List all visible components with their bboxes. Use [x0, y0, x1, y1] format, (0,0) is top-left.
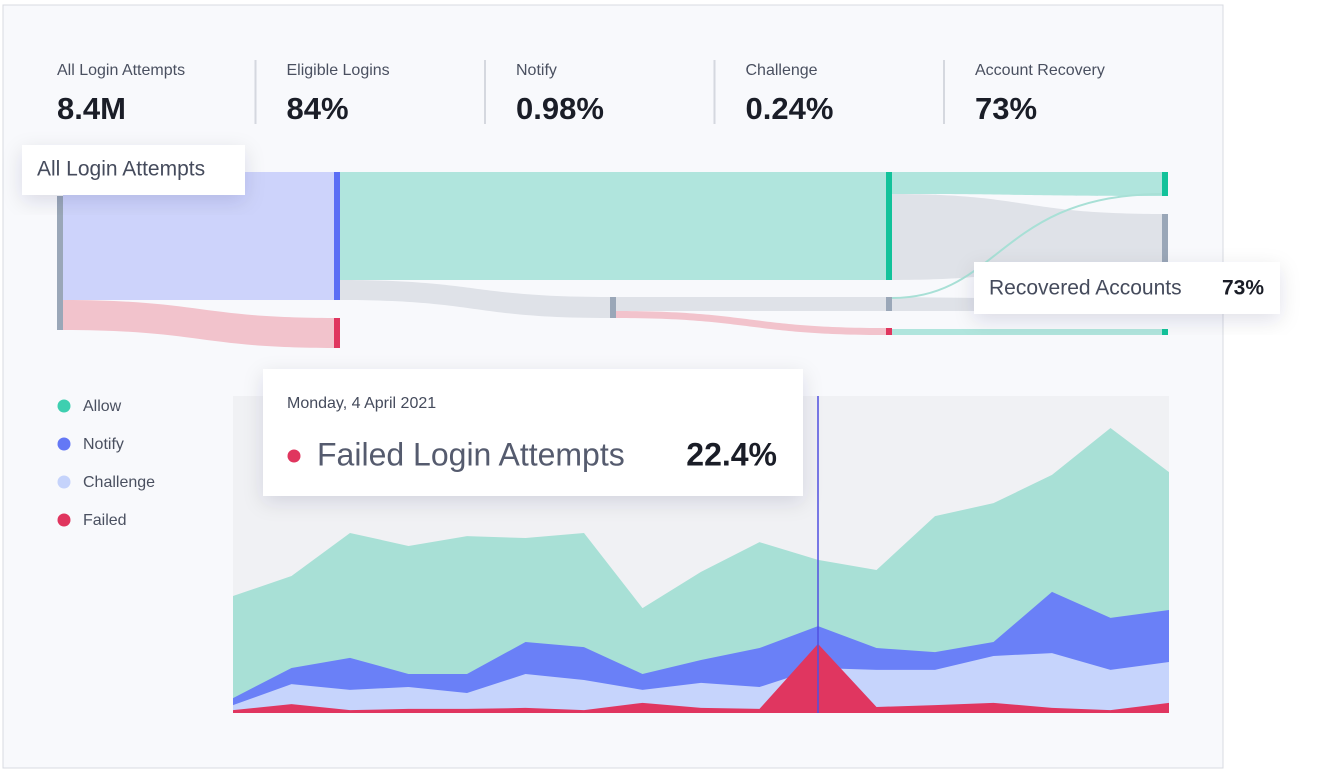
flow	[891, 193, 1163, 299]
node-label-box	[974, 262, 1280, 314]
stat-value: 8.4M	[57, 91, 126, 126]
stat-value: 0.98%	[516, 91, 604, 126]
legend-dot	[57, 437, 71, 451]
stat-label: Eligible Logins	[287, 62, 390, 79]
stat-label: Account Recovery	[975, 62, 1105, 79]
stat-label: Notify	[516, 62, 557, 79]
node	[57, 196, 63, 330]
stat-value: 73%	[975, 91, 1037, 126]
legend: Allow Notify Challenge Failed	[57, 398, 155, 529]
legend-label: Challenge	[83, 474, 155, 491]
legend-dot	[57, 513, 71, 527]
node	[886, 297, 892, 311]
sankey: All Login Attempts Recovered Accounts 73…	[22, 145, 1280, 348]
area-chart	[233, 396, 1169, 713]
flow	[340, 172, 886, 280]
area	[233, 653, 1169, 713]
flow	[892, 194, 1162, 280]
node	[334, 172, 340, 300]
tooltip-value: 22.4%	[686, 436, 777, 472]
tooltip: Monday, 4 April 2021 Failed Login Attemp…	[263, 369, 803, 496]
node	[1162, 172, 1168, 196]
flow	[892, 329, 1162, 335]
stat-value: 84%	[287, 91, 349, 126]
node	[886, 328, 892, 335]
tooltip-series: Failed Login Attempts	[317, 436, 625, 472]
flow	[63, 300, 334, 348]
node-label-box	[22, 145, 245, 195]
stat-label: All Login Attempts	[57, 62, 185, 79]
flow	[616, 297, 886, 311]
node	[610, 297, 616, 318]
flow	[340, 280, 610, 318]
node	[1162, 329, 1168, 335]
legend-label: Allow	[83, 398, 122, 415]
stats: All Login Attempts 8.4M Eligible Logins 84%…	[57, 60, 1105, 126]
node	[1162, 214, 1168, 262]
tooltip-date: Monday, 4 April 2021	[287, 395, 436, 412]
node	[886, 172, 892, 280]
target-label: Recovered Accounts	[989, 277, 1182, 300]
legend-label: Notify	[83, 436, 124, 453]
legend-label: Failed	[83, 512, 127, 529]
legend-dot	[57, 475, 71, 489]
area	[233, 428, 1169, 713]
target-value: 73%	[1222, 277, 1264, 300]
stat-value: 0.24%	[746, 91, 834, 126]
legend-dot	[57, 399, 71, 413]
flow	[892, 172, 1162, 196]
tooltip-box	[263, 369, 803, 496]
tooltip-dot	[287, 449, 301, 463]
source-label: All Login Attempts	[37, 158, 205, 181]
flow	[616, 311, 886, 335]
stat-label: Challenge	[746, 62, 818, 79]
node	[334, 318, 340, 348]
